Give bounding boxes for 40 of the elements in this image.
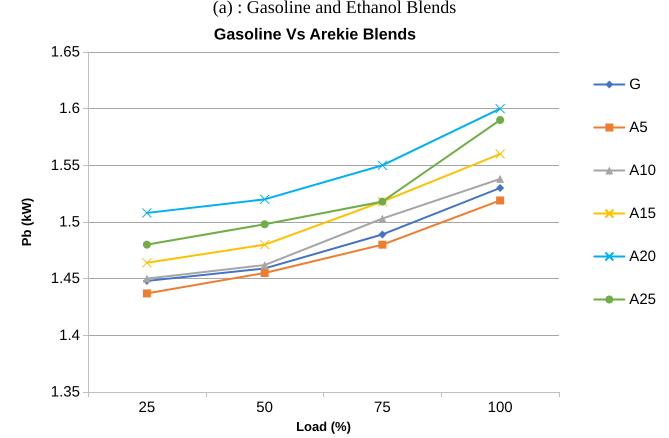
x-tick-label: 75 (374, 399, 391, 416)
y-axis-title: Pb (kW) (19, 198, 34, 246)
y-tick-label: 1.35 (50, 384, 80, 400)
point (496, 196, 504, 204)
point (142, 289, 151, 298)
y-tick-label: 1.45 (50, 270, 80, 288)
text: (a) : Gasoline and Ethanol Blends (212, 0, 456, 17)
point (378, 214, 386, 223)
x-tick-label: 100 (488, 399, 513, 416)
legend-label: A25 (629, 291, 656, 308)
x-tick-label: 50 (256, 399, 273, 416)
legend-label: A15 (629, 205, 656, 222)
point (260, 261, 269, 270)
legend-label: A5 (629, 119, 648, 136)
x-axis-title: Load (%) (296, 418, 351, 434)
point (260, 220, 269, 228)
y-tick-label: 1.55 (50, 156, 80, 174)
chart-title: Gasoline Vs Arekie Blends (214, 26, 416, 44)
point (260, 269, 269, 277)
y-tick-label: 1.5 (59, 214, 80, 230)
point (142, 258, 152, 268)
point (495, 104, 506, 114)
point (378, 230, 386, 238)
legend-label: A20 (629, 248, 656, 265)
legend-label: G (629, 76, 641, 93)
point (377, 160, 388, 170)
y-tick-label: 1.6 (59, 100, 80, 118)
point (378, 240, 386, 249)
legend-label: A10 (629, 162, 656, 179)
y-tick-label: 1.65 (50, 44, 80, 60)
point (142, 208, 152, 218)
point (495, 149, 506, 159)
point (260, 240, 270, 250)
point (496, 116, 504, 124)
point (142, 240, 151, 249)
x-tick-label: 25 (138, 399, 156, 416)
point (496, 184, 504, 192)
y-tick-label: 1.4 (59, 326, 80, 344)
point (260, 194, 270, 204)
point (496, 174, 504, 183)
